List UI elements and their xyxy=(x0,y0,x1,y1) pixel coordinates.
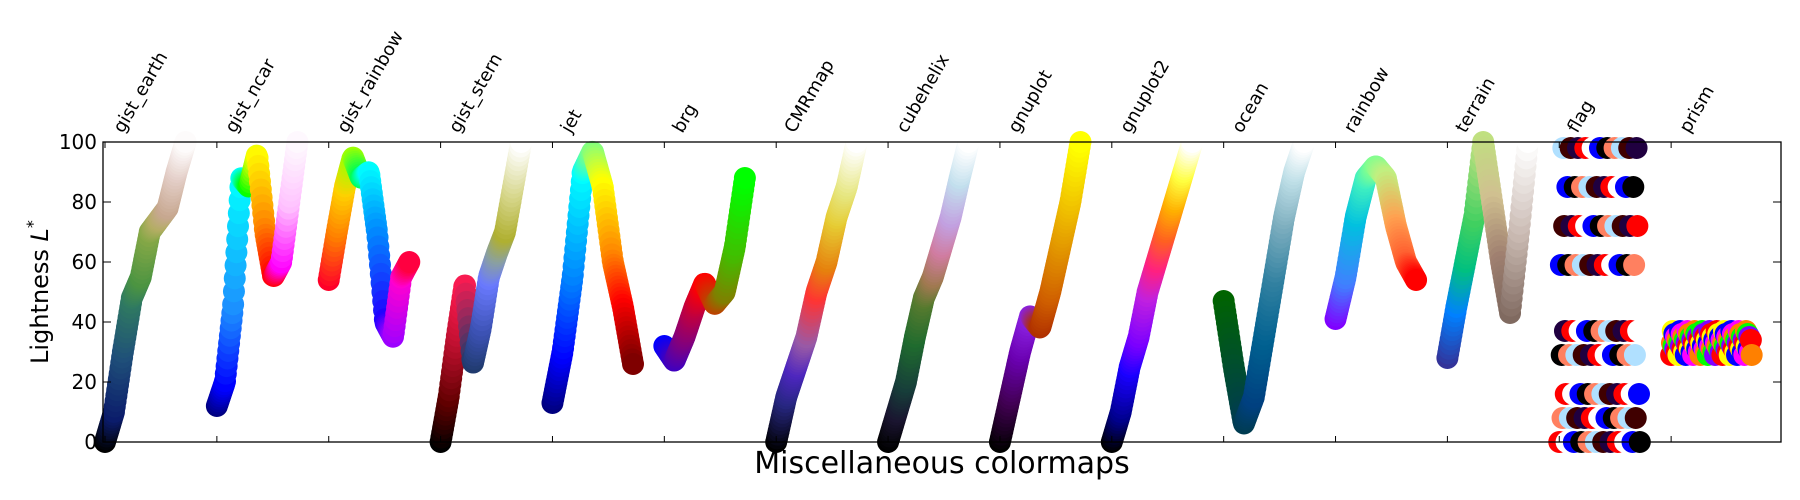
data-point xyxy=(1623,254,1646,276)
data-point xyxy=(1627,383,1650,405)
y-axis-label: Lightness L* xyxy=(23,220,54,364)
data-point xyxy=(398,251,421,273)
series-brg xyxy=(653,167,756,372)
series-CMRmap xyxy=(765,131,868,453)
series-gist_earth xyxy=(94,131,197,453)
series-ocean xyxy=(1212,131,1316,435)
series-terrain xyxy=(1436,131,1539,369)
series-gist_ncar xyxy=(205,131,309,417)
colormap-label: cubehelix xyxy=(892,50,954,136)
y-axis-label-main: Lightness xyxy=(26,241,54,364)
series-gnuplot2 xyxy=(1100,131,1204,453)
data-point xyxy=(1625,137,1648,159)
data-point xyxy=(1623,344,1646,366)
y-tick-label: 20 xyxy=(72,370,97,394)
colormap-label: prism xyxy=(1675,82,1719,136)
data-point xyxy=(1624,407,1647,429)
colormap-label: gnuplot xyxy=(1004,66,1057,136)
data-point xyxy=(1626,215,1649,237)
colormap-label: gist_earth xyxy=(109,48,172,136)
colormap-label: gist_stern xyxy=(445,50,507,137)
colormap-labels: gist_earth gist_ncar gist_rainbow gist_ster… xyxy=(109,27,1719,137)
colormap-label: terrain xyxy=(1452,74,1500,137)
series-gist_stern xyxy=(429,131,533,453)
y-tick-label: 40 xyxy=(72,310,97,334)
data-point xyxy=(622,353,645,375)
x-axis-ticks xyxy=(104,142,1672,442)
y-axis-label-sup: * xyxy=(23,220,42,228)
data-point xyxy=(733,167,756,189)
colormap-label: brg xyxy=(668,100,701,136)
series-rainbow xyxy=(1324,155,1428,330)
colormap-label: jet xyxy=(556,106,586,137)
y-tick-label: 60 xyxy=(72,250,97,274)
plot-frame xyxy=(102,141,1782,443)
chart-marks xyxy=(94,131,1763,453)
series-jet xyxy=(541,140,645,414)
data-point xyxy=(1627,320,1650,342)
y-tick-label: 0 xyxy=(84,430,97,454)
y-tick-label: 100 xyxy=(59,130,97,154)
colormap-label: CMRmap xyxy=(780,56,838,136)
colormap-label: gist_rainbow xyxy=(333,27,408,136)
colormap-label: flag xyxy=(1563,97,1598,137)
y-tick-label: 80 xyxy=(72,190,97,214)
data-point xyxy=(1405,269,1428,291)
data-point xyxy=(1740,344,1763,366)
y-axis-label-italic: L xyxy=(26,228,54,241)
x-axis-label: Miscellaneous colormaps xyxy=(754,446,1129,481)
colormap-label: ocean xyxy=(1228,79,1273,137)
y-axis: 0 20 40 60 80 100 xyxy=(59,130,1781,454)
data-point xyxy=(1622,176,1645,198)
series-gist_rainbow xyxy=(317,146,421,348)
series-flag xyxy=(1548,137,1651,453)
series-gnuplot xyxy=(988,131,1092,453)
colormap-label: rainbow xyxy=(1340,64,1394,137)
series-cubehelix xyxy=(877,131,980,453)
colormap-label: gist_ncar xyxy=(221,55,280,137)
colormap-label: gnuplot2 xyxy=(1116,57,1174,137)
series-prism xyxy=(1660,320,1763,366)
